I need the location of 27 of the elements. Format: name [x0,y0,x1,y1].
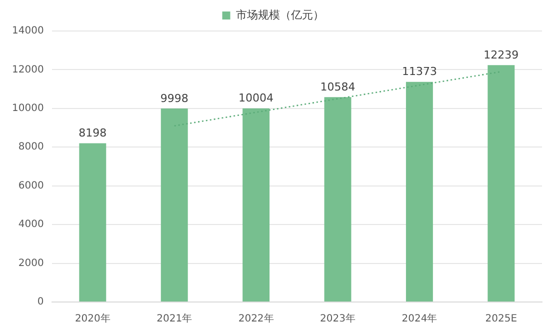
x-tick-label: 2023年 [320,312,356,325]
x-tick-label: 2021年 [156,312,192,325]
data-label: 8198 [78,126,107,140]
data-label: 11373 [402,65,437,78]
y-tick-label: 4000 [18,219,44,230]
y-tick-label: 12000 [12,64,44,76]
bar [488,65,515,302]
y-tick-label: 2000 [18,258,44,269]
x-tick-label: 2025E [485,314,518,325]
bar [79,143,106,302]
y-tick-label: 0 [37,296,44,308]
y-tick-label: 10000 [12,103,44,114]
x-tick-label: 2022年 [238,312,274,325]
data-label: 10584 [320,80,356,94]
legend-label: 市场规模（亿元） [236,8,324,22]
x-tick-label: 2020年 [74,312,110,325]
bar [324,97,352,302]
bar [160,108,188,302]
data-label: 10004 [238,92,274,105]
x-tick-label: 2024年 [402,312,438,325]
y-tick-label: 6000 [18,180,44,192]
bar [242,108,270,302]
data-label: 12239 [484,48,519,62]
bar [406,82,433,302]
y-tick-label: 14000 [12,26,44,37]
data-label: 9998 [160,92,188,105]
y-tick-label: 8000 [18,142,44,153]
